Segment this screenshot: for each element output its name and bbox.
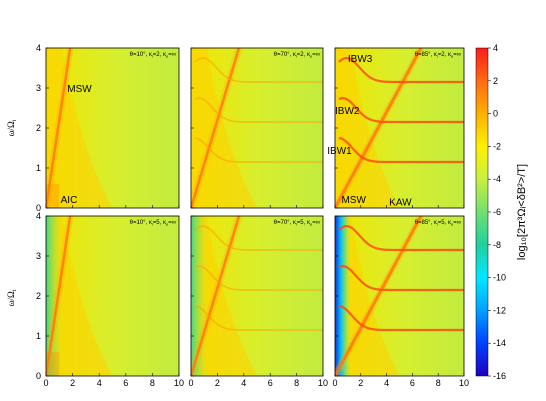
ibw-band	[338, 225, 464, 252]
heatmap-warm-region	[46, 216, 113, 376]
x-tick-label: 8	[294, 378, 299, 388]
wave-mode-label: AIC	[61, 195, 78, 206]
x-tick-label: 4	[384, 378, 389, 388]
heatmap-panel: 0 2 4 6 8 10 0 1 2 3 4 θ=10°, κi=5, κe=∞	[36, 211, 184, 388]
ibw-band	[338, 264, 464, 292]
ibw-band	[338, 57, 464, 84]
heatmap-warm-region	[335, 216, 400, 376]
ibw-band	[338, 136, 464, 164]
x-tick-label: 6	[410, 378, 415, 388]
colorbar-tick-label: -12	[493, 305, 506, 315]
panel-parameter-label: θ=10°, κi=5, κe=∞	[130, 220, 176, 227]
heatmap-warm-region	[46, 48, 113, 208]
y-tick-label: 2	[36, 291, 41, 301]
colorbar: 4 2 0 -2 -4 -6 -8 -10 -12 -14 -16 log₁₀[2π³Ωᵢ<δB²>…	[475, 43, 528, 381]
y-tick-label: 1	[36, 163, 41, 173]
heatmap-low-edge	[335, 216, 351, 376]
heatmap-warm-region	[335, 48, 400, 208]
wave-mode-label: IBW2	[335, 106, 360, 117]
x-tick-label: 4	[241, 378, 246, 388]
y-tick-label: 4	[36, 43, 41, 53]
heatmap-warm-region	[191, 216, 257, 376]
colorbar-tick-label: -6	[493, 207, 501, 217]
x-tick-label: 2	[215, 378, 220, 388]
heatmap-low-edge	[46, 216, 62, 376]
x-tick-label: 0	[188, 378, 193, 388]
msw-ridge	[191, 216, 241, 376]
msw-ridge-glow	[46, 216, 74, 376]
msw-ridge	[335, 216, 423, 376]
x-tick-label: 8	[150, 378, 155, 388]
y-axis-label-bottom: ω/Ωi	[6, 289, 18, 306]
wave-mode-label: MSW	[67, 84, 92, 95]
x-tick-label: 4	[97, 378, 102, 388]
heatmap-panel: 0 1 2 3 4 θ=10°, κi=2, κe=∞ MSW AIC	[36, 43, 180, 213]
colorbar-scale	[475, 47, 489, 377]
x-tick-label: 0	[43, 378, 48, 388]
y-tick-label: 1	[36, 331, 41, 341]
msw-ridge-glow	[335, 216, 425, 376]
y-tick-label: 2	[36, 123, 41, 133]
panel-parameter-label: θ=85°, κi=5, κe=∞	[415, 220, 461, 227]
heatmap-panel: θ=85°, κi=2, κe=∞ IBW3 IBW2 IBW1 MSW KAW	[327, 47, 465, 209]
aic-hotspot	[46, 184, 60, 208]
y-tick-label: 3	[36, 251, 41, 261]
ibw-band	[338, 96, 464, 124]
ibw-band	[194, 97, 323, 123]
ibw-band	[194, 305, 323, 331]
colorbar-tick-label: -10	[493, 273, 506, 283]
msw-ridge	[46, 48, 72, 208]
msw-ridge	[46, 216, 72, 376]
msw-ridge-glow	[191, 216, 243, 376]
x-tick-label: 10	[318, 378, 328, 388]
y-axis-label-top: ω/Ωi	[6, 119, 18, 136]
ibw-band	[194, 265, 323, 291]
x-tick-label: 0	[332, 378, 337, 388]
ibw-band	[338, 304, 464, 332]
colorbar-tick-label: 0	[493, 109, 498, 119]
msw-ridge	[191, 48, 241, 208]
wave-mode-label: IBW3	[348, 54, 373, 65]
x-tick-label: 2	[358, 378, 363, 388]
x-tick-label: 2	[70, 378, 75, 388]
colorbar-label: log₁₀[2π³Ωᵢ<δB²>/T]	[516, 164, 528, 260]
colorbar-tick-label: 2	[493, 76, 498, 86]
y-tick-label: 3	[36, 83, 41, 93]
heatmap-warm-region	[191, 48, 257, 208]
colorbar-tick-label: -16	[493, 371, 506, 381]
x-tick-label: 10	[459, 378, 469, 388]
ibw-band	[194, 137, 323, 163]
heatmap-panel: 0 2 4 6 8 10 θ=70°, κi=5, κe=∞	[188, 215, 328, 388]
x-tick-label: 6	[268, 378, 273, 388]
msw-ridge	[335, 48, 423, 208]
colorbar-tick-label: -2	[493, 141, 501, 151]
x-tick-label: 10	[174, 378, 184, 388]
y-tick-label: 0	[36, 203, 41, 213]
colorbar-tick-label: -8	[493, 240, 501, 250]
wave-mode-label: IBW1	[327, 146, 352, 157]
wave-mode-label: MSW	[341, 195, 366, 206]
x-tick-label: 6	[123, 378, 128, 388]
heatmap-panel: 0 2 4 6 8 10 θ=85°, κi=5, κe=∞	[332, 215, 469, 388]
heatmap-panel: θ=70°, κi=2, κe=∞	[190, 47, 324, 209]
colorbar-tick-label: -14	[493, 338, 506, 348]
colorbar-tick-label: -4	[493, 174, 501, 184]
panel-parameter-label: θ=70°, κi=5, κe=∞	[274, 220, 320, 227]
y-tick-label: 4	[36, 211, 41, 221]
panel-parameter-label: θ=70°, κi=2, κe=∞	[274, 52, 320, 59]
msw-ridge-glow	[335, 48, 425, 208]
panel-parameter-label: θ=10°, κi=2, κe=∞	[130, 52, 176, 59]
ibw-band	[194, 57, 323, 83]
ibw-band	[194, 225, 323, 251]
aic-hotspot	[46, 352, 60, 376]
y-tick-label: 0	[36, 371, 41, 381]
panel-parameter-label: θ=85°, κi=2, κe=∞	[415, 52, 461, 59]
wave-mode-label: KAW	[389, 198, 412, 209]
msw-ridge-glow	[46, 48, 74, 208]
msw-ridge-glow	[191, 48, 243, 208]
colorbar-tick-label: 4	[493, 43, 498, 53]
x-tick-label: 8	[436, 378, 441, 388]
